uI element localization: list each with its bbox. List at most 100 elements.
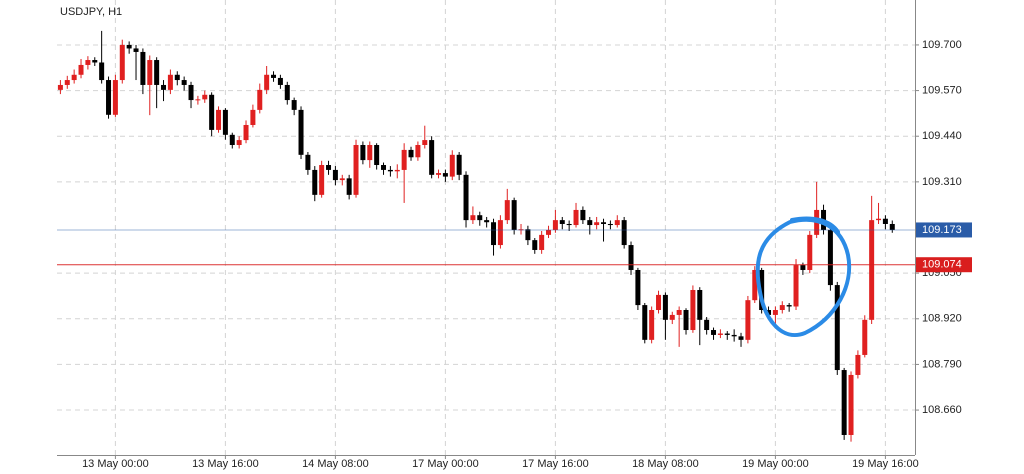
candle-body bbox=[277, 77, 283, 85]
candle-body bbox=[882, 218, 888, 224]
candle-body bbox=[628, 245, 634, 270]
candle-body bbox=[470, 215, 476, 221]
candle-body bbox=[119, 44, 125, 81]
x-tick-label: 13 May 00:00 bbox=[82, 458, 149, 470]
candle-body bbox=[85, 60, 91, 65]
candle-body bbox=[642, 305, 648, 340]
x-tick-label: 17 May 00:00 bbox=[412, 458, 479, 470]
candle-body bbox=[449, 154, 455, 177]
candle-body bbox=[71, 74, 77, 81]
candle-body bbox=[511, 200, 517, 230]
candle-body bbox=[305, 154, 311, 170]
candle-body bbox=[64, 80, 70, 85]
y-tick-label: 109.570 bbox=[922, 84, 962, 96]
candle-body bbox=[491, 222, 497, 246]
candle-body bbox=[250, 109, 256, 125]
candle-body bbox=[112, 80, 118, 115]
x-tick-label: 18 May 08:00 bbox=[632, 458, 699, 470]
candle-body bbox=[827, 229, 833, 286]
candle-body bbox=[834, 285, 840, 371]
candle-body bbox=[312, 169, 318, 195]
candle-body bbox=[717, 333, 723, 335]
price-label-box bbox=[916, 222, 972, 238]
candle-body bbox=[552, 220, 558, 230]
candle-body bbox=[394, 169, 400, 172]
price-label-box bbox=[916, 257, 972, 273]
candle-body bbox=[869, 220, 875, 320]
candle-body bbox=[387, 169, 393, 172]
candle-body bbox=[635, 269, 641, 306]
candle-body bbox=[662, 294, 668, 320]
y-tick-label: 109.440 bbox=[922, 130, 962, 142]
candle-body bbox=[209, 94, 215, 130]
candle-body bbox=[752, 269, 758, 301]
candle-body bbox=[580, 209, 586, 221]
candle-body bbox=[92, 60, 98, 63]
candle-body bbox=[147, 60, 153, 85]
candle-body bbox=[683, 310, 689, 331]
candle-body bbox=[759, 269, 765, 311]
candle-body bbox=[264, 74, 270, 90]
candle-body bbox=[436, 173, 442, 175]
candle-body bbox=[786, 305, 792, 307]
candle-body bbox=[566, 223, 572, 226]
candle-body bbox=[174, 74, 180, 81]
candle-body bbox=[181, 80, 187, 85]
candle-body bbox=[257, 89, 263, 110]
candle-body bbox=[326, 165, 332, 170]
candle-body bbox=[374, 144, 380, 166]
y-tick-label: 109.310 bbox=[922, 176, 962, 188]
candle-body bbox=[676, 310, 682, 315]
candle-body bbox=[367, 144, 373, 161]
candle-body bbox=[360, 144, 366, 161]
candle-body bbox=[518, 229, 524, 231]
price-label: 109.074 bbox=[922, 259, 962, 271]
candle-body bbox=[161, 84, 167, 90]
candle-body bbox=[614, 220, 620, 226]
candle-body bbox=[284, 84, 290, 101]
candle-body bbox=[422, 140, 428, 145]
candle-body bbox=[607, 223, 613, 226]
axes: 108.660108.790108.920109.050109.310109.4… bbox=[82, 39, 972, 470]
price-label: 109.173 bbox=[922, 224, 962, 236]
candle-body bbox=[477, 215, 483, 221]
candle-body bbox=[222, 109, 228, 135]
candle-body bbox=[889, 223, 895, 230]
candle-body bbox=[415, 144, 421, 158]
candle-body bbox=[78, 64, 84, 75]
candle-body bbox=[202, 94, 208, 100]
candle-body bbox=[140, 51, 146, 85]
candle-body bbox=[346, 178, 352, 195]
candle-body bbox=[408, 149, 414, 158]
candle-body bbox=[601, 222, 607, 224]
candle-body bbox=[291, 100, 297, 110]
candle-body bbox=[766, 310, 772, 315]
candle-body bbox=[188, 84, 194, 101]
candle-body bbox=[126, 44, 132, 49]
candle-body bbox=[594, 222, 600, 226]
candle-body bbox=[704, 319, 710, 331]
x-tick-label: 14 May 08:00 bbox=[302, 458, 369, 470]
candle-body bbox=[298, 109, 304, 155]
candle-body bbox=[779, 305, 785, 311]
candle-body bbox=[339, 178, 345, 181]
candle-body bbox=[195, 99, 201, 101]
candle-body bbox=[532, 240, 538, 250]
x-tick-label: 19 May 00:00 bbox=[742, 458, 809, 470]
y-tick-label: 109.700 bbox=[922, 39, 962, 51]
candle-body bbox=[106, 80, 112, 115]
candle-body bbox=[442, 173, 448, 177]
hand-drawn-circle bbox=[755, 216, 852, 337]
candle-body bbox=[525, 229, 531, 241]
candle-body bbox=[587, 220, 593, 226]
candle-body bbox=[401, 149, 407, 170]
candle-body bbox=[332, 169, 338, 181]
candle-body bbox=[167, 74, 173, 90]
candle-body bbox=[243, 124, 249, 141]
candle-body bbox=[711, 330, 717, 335]
candle-body bbox=[862, 319, 868, 355]
candle-body bbox=[133, 48, 139, 52]
candle-body bbox=[573, 209, 579, 226]
